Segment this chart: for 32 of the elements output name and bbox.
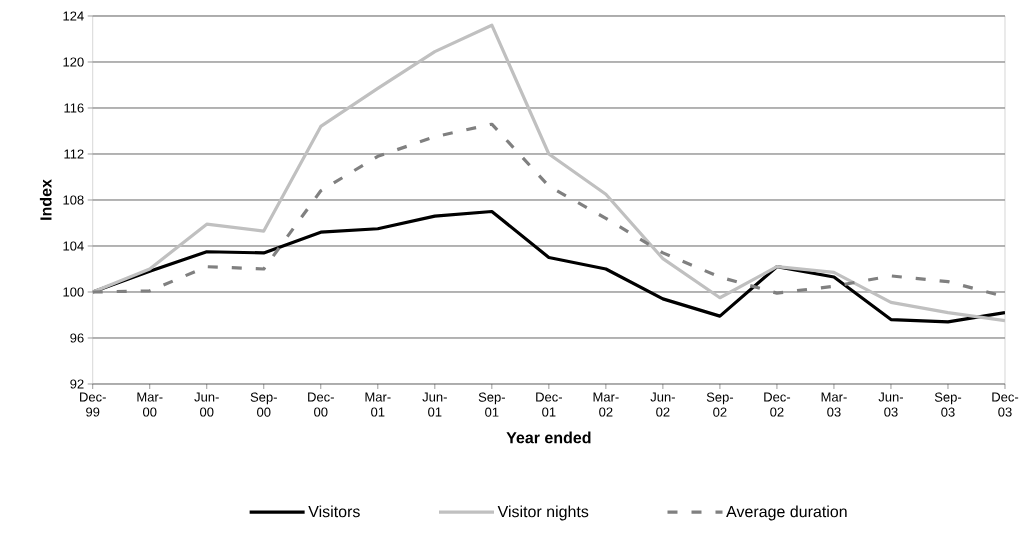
x-tick-label: Dec-99 xyxy=(80,392,106,417)
x-tick-label: Jun-00 xyxy=(194,392,219,417)
legend-label: Visitor nights xyxy=(497,505,589,521)
x-tick-label: Dec-02 xyxy=(764,392,791,417)
x-tick-label: Jun-03 xyxy=(878,392,904,417)
y-tick-label: 104 xyxy=(63,241,84,251)
x-tick-label: Dec-03 xyxy=(992,392,1019,417)
x-tick-label: Mar-01 xyxy=(365,392,391,417)
y-axis-title: Index xyxy=(39,179,52,220)
x-tick-label: Mar-02 xyxy=(593,392,619,417)
x-tick-label: Sep-00 xyxy=(250,392,277,417)
y-tick-label: 108 xyxy=(63,195,84,205)
x-tick-label: Mar-00 xyxy=(137,392,163,417)
x-tick-label: Sep-02 xyxy=(706,392,734,417)
legend-label: Visitors xyxy=(308,505,360,518)
x-tick-label: Sep-01 xyxy=(478,392,505,417)
y-tick-label: 124 xyxy=(63,11,84,21)
x-axis-title: Year ended xyxy=(506,431,591,444)
x-tick-label: Jun-02 xyxy=(650,392,675,417)
y-tick-label: 92 xyxy=(70,379,84,389)
y-tick-label: 96 xyxy=(70,333,84,343)
x-tick-label: Sep-03 xyxy=(934,392,962,417)
line-series xyxy=(92,23,1005,323)
y-tick-label: 100 xyxy=(63,287,84,297)
y-tick-label: 112 xyxy=(64,149,84,159)
x-tick-label: Dec-00 xyxy=(308,392,334,417)
x-tick-label: Dec-01 xyxy=(536,392,562,417)
x-tick-label: Jun-01 xyxy=(422,392,447,417)
y-tick-label: 116 xyxy=(64,103,84,113)
legend-label: Average duration xyxy=(726,505,847,521)
y-tick-label: 120 xyxy=(63,57,84,67)
x-tick-label: Mar-03 xyxy=(821,392,847,417)
